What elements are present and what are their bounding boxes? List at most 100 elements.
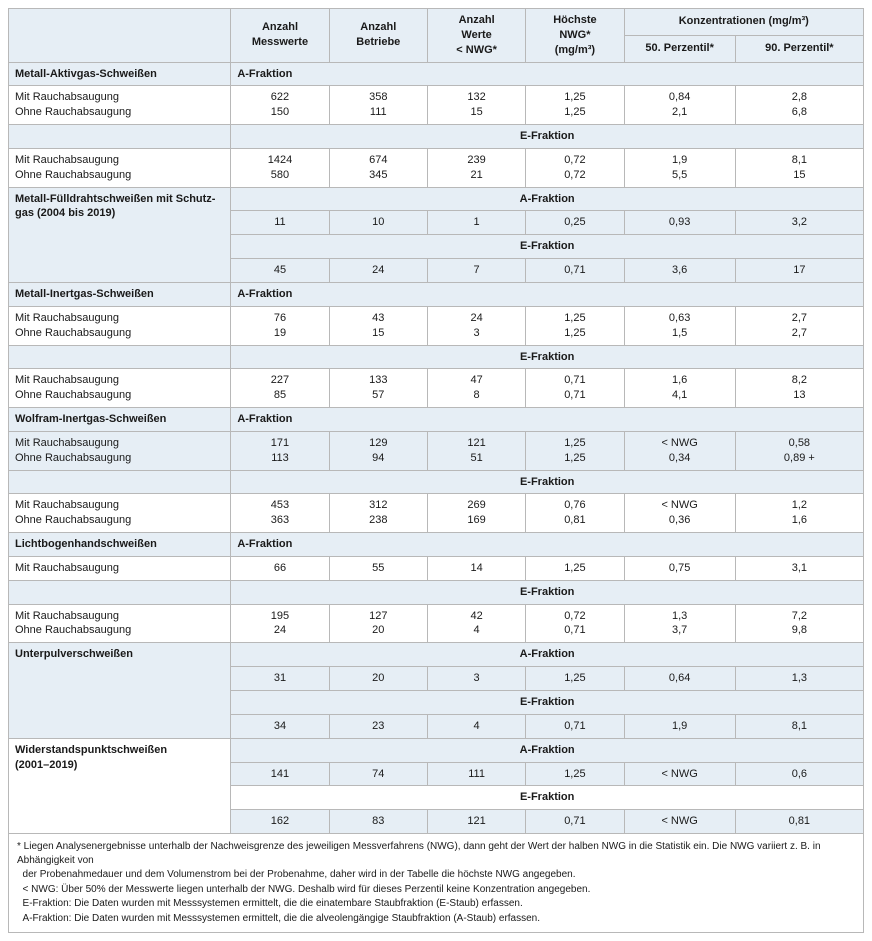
footnote-line: E-Fraktion: Die Daten wurden mit Messsys… <box>17 897 855 911</box>
cell: 111 <box>427 762 525 786</box>
section-lbh: Lichtbogenhandschweißen <box>9 533 231 557</box>
table-header: Anzahl Messwerte Anzahl Betriebe Anzahl … <box>9 9 864 63</box>
footnote-line: < NWG: Über 50% der Messwerte liegen unt… <box>17 883 855 897</box>
cell: 10 <box>329 211 427 235</box>
cell: < NWG0,34 <box>624 431 735 470</box>
fraction-label: E-Fraktion <box>231 125 864 149</box>
row-label: Mit RauchabsaugungOhne Rauchabsaugung <box>9 369 231 408</box>
fraction-label: A-Fraktion <box>231 408 864 432</box>
cell: 45 <box>231 259 329 283</box>
cell: 24 <box>329 259 427 283</box>
footnote-line: * Liegen Analysenergebnisse unterhalb de… <box>17 840 855 867</box>
cell: 1,3 <box>735 667 863 691</box>
blank-cell <box>9 580 231 604</box>
cell: 0,75 <box>624 556 735 580</box>
cell: 1,251,25 <box>526 431 624 470</box>
cell: 0,71 <box>526 714 624 738</box>
cell: < NWG <box>624 762 735 786</box>
data-table: Anzahl Messwerte Anzahl Betriebe Anzahl … <box>8 8 864 933</box>
cell: 1 <box>427 211 525 235</box>
cell: 20 <box>329 667 427 691</box>
footnotes: * Liegen Analysenergebnisse unterhalb de… <box>9 834 864 933</box>
section-up: Unterpulverschweißen <box>9 643 231 738</box>
cell: 141 <box>231 762 329 786</box>
cell: 3 <box>427 667 525 691</box>
fraction-label: A-Fraktion <box>231 643 864 667</box>
row-label: Mit RauchabsaugungOhne Rauchabsaugung <box>9 431 231 470</box>
cell: 66 <box>231 556 329 580</box>
cell: 3,6 <box>624 259 735 283</box>
cell: 7619 <box>231 306 329 345</box>
blank-cell <box>9 470 231 494</box>
cell: 162 <box>231 810 329 834</box>
cell: 7 <box>427 259 525 283</box>
cell: 2,72,7 <box>735 306 863 345</box>
cell: 14 <box>427 556 525 580</box>
cell: 8,115 <box>735 148 863 187</box>
cell: 1,33,7 <box>624 604 735 643</box>
fraction-label: E-Fraktion <box>231 345 864 369</box>
table-row: Mit RauchabsaugungOhne Rauchabsaugung 14… <box>9 148 864 187</box>
table-row: Mit RauchabsaugungOhne Rauchabsaugung 22… <box>9 369 864 408</box>
cell: 0,631,5 <box>624 306 735 345</box>
cell: 121 <box>427 810 525 834</box>
cell: 0,81 <box>735 810 863 834</box>
cell: 23921 <box>427 148 525 187</box>
cell: 17 <box>735 259 863 283</box>
cell: 0,93 <box>624 211 735 235</box>
cell: 0,64 <box>624 667 735 691</box>
cell: 19524 <box>231 604 329 643</box>
row-label: Mit Rauchabsaugung <box>9 556 231 580</box>
cell: 1,95,5 <box>624 148 735 187</box>
cell: 2,86,8 <box>735 86 863 125</box>
cell: 478 <box>427 369 525 408</box>
cell: 312238 <box>329 494 427 533</box>
cell: 0,25 <box>526 211 624 235</box>
section-mag: Metall-Aktivgas-Schweißen <box>9 62 231 86</box>
section-fuell: Metall-Fülldrahtschweißen mit Schutz- ga… <box>9 187 231 282</box>
fraction-label: E-Fraktion <box>231 580 864 604</box>
footnote-line: der Probenahmedauer und dem Volumenstrom… <box>17 868 855 882</box>
fraction-label: A-Fraktion <box>231 533 864 557</box>
cell: 34 <box>231 714 329 738</box>
section-mig: Metall-Inertgas-Schweißen <box>9 282 231 306</box>
cell: 1,9 <box>624 714 735 738</box>
fraction-label: A-Fraktion <box>231 187 864 211</box>
cell: 171113 <box>231 431 329 470</box>
fraction-label: E-Fraktion <box>231 470 864 494</box>
fraction-label: E-Fraktion <box>231 691 864 715</box>
row-label: Mit RauchabsaugungOhne Rauchabsaugung <box>9 148 231 187</box>
blank-cell <box>9 345 231 369</box>
blank-cell <box>9 125 231 149</box>
header-konzentrationen: Konzentrationen (mg/m³) <box>624 9 863 36</box>
cell: 424 <box>427 604 525 643</box>
table-row: Mit Rauchabsaugung 66 55 14 1,25 0,75 3,… <box>9 556 864 580</box>
fraction-label: A-Fraktion <box>231 282 864 306</box>
cell: 8,1 <box>735 714 863 738</box>
cell: 0,710,71 <box>526 369 624 408</box>
cell: 0,760,81 <box>526 494 624 533</box>
cell: 12720 <box>329 604 427 643</box>
cell: 23 <box>329 714 427 738</box>
fraction-label: A-Fraktion <box>231 62 864 86</box>
header-werte-nwg: Anzahl Werte < NWG* <box>427 9 525 63</box>
table-row: Mit RauchabsaugungOhne Rauchabsaugung 45… <box>9 494 864 533</box>
cell: 674345 <box>329 148 427 187</box>
cell: 0,720,72 <box>526 148 624 187</box>
table-row: Mit RauchabsaugungOhne Rauchabsaugung 62… <box>9 86 864 125</box>
cell: 31 <box>231 667 329 691</box>
cell: 0,71 <box>526 810 624 834</box>
table-row: Mit RauchabsaugungOhne Rauchabsaugung 19… <box>9 604 864 643</box>
footnote-line: A-Fraktion: Die Daten wurden mit Messsys… <box>17 912 855 926</box>
cell: 358111 <box>329 86 427 125</box>
cell: 74 <box>329 762 427 786</box>
table-row: Mit RauchabsaugungOhne Rauchabsaugung 17… <box>9 431 864 470</box>
cell: 453363 <box>231 494 329 533</box>
section-wp: Widerstandspunktschweißen (2001–2019) <box>9 738 231 833</box>
cell: 83 <box>329 810 427 834</box>
cell: < NWG0,36 <box>624 494 735 533</box>
section-wig: Wolfram-Inertgas-Schweißen <box>9 408 231 432</box>
table-row: Mit RauchabsaugungOhne Rauchabsaugung 76… <box>9 306 864 345</box>
cell: 622150 <box>231 86 329 125</box>
cell: 1,64,1 <box>624 369 735 408</box>
